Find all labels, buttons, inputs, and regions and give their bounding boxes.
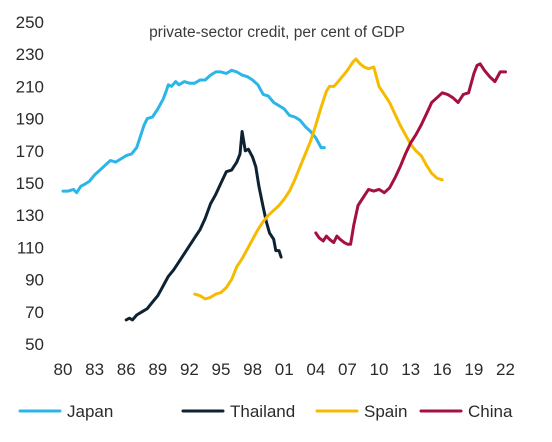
x-tick-label: 92 — [180, 360, 199, 379]
x-tick-label: 04 — [306, 360, 325, 379]
legend: Japan Thailand Spain China — [18, 402, 513, 421]
x-tick-label: 19 — [464, 360, 483, 379]
series-line-thailand — [124, 130, 283, 322]
x-tick-label: 89 — [148, 360, 167, 379]
x-axis-tick-labels: 80 83 86 89 92 95 98 01 04 07 10 13 16 19 22 — [54, 360, 515, 379]
y-tick-label: 150 — [16, 174, 44, 193]
legend-label-japan: Japan — [67, 402, 113, 421]
x-tick-label: 83 — [85, 360, 104, 379]
x-tick-label: 22 — [496, 360, 515, 379]
x-tick-label: 80 — [54, 360, 73, 379]
legend-label-spain: Spain — [364, 402, 407, 421]
x-tick-label: 13 — [401, 360, 420, 379]
x-tick-label: 16 — [433, 360, 452, 379]
series-line-china — [314, 62, 507, 246]
x-tick-label: 98 — [243, 360, 262, 379]
y-tick-label: 250 — [16, 13, 44, 32]
y-tick-label: 170 — [16, 142, 44, 161]
chart-title: private-sector credit, per cent of GDP — [149, 24, 405, 41]
y-tick-label: 230 — [16, 45, 44, 64]
series-line-japan — [61, 68, 326, 195]
legend-label-thailand: Thailand — [230, 402, 295, 421]
series-line-spain — [193, 57, 444, 301]
y-tick-label: 90 — [25, 271, 44, 290]
y-tick-label: 130 — [16, 206, 44, 225]
y-tick-label: 110 — [17, 238, 44, 257]
legend-label-china: China — [468, 402, 513, 421]
y-tick-label: 210 — [16, 77, 44, 96]
y-tick-label: 50 — [25, 335, 44, 354]
y-tick-label: 190 — [16, 110, 44, 129]
x-tick-label: 86 — [117, 360, 136, 379]
x-tick-label: 01 — [275, 360, 294, 379]
series-lines — [61, 57, 507, 322]
y-tick-label: 70 — [25, 303, 44, 322]
x-tick-label: 10 — [370, 360, 389, 379]
y-axis-tick-labels: 50 70 90 110 130 150 170 190 210 230 250 — [16, 13, 44, 354]
x-tick-label: 07 — [338, 360, 357, 379]
x-tick-label: 95 — [212, 360, 231, 379]
